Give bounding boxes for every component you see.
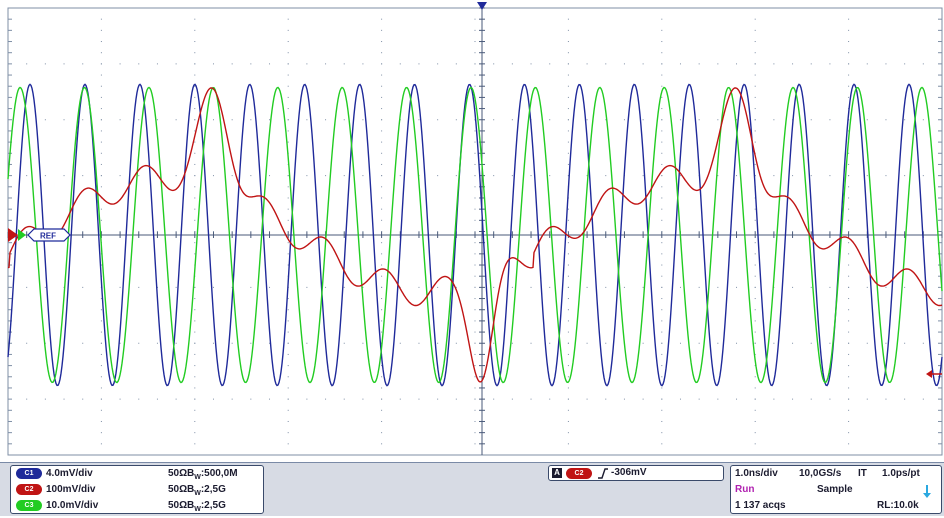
ch2-ground-marker[interactable] bbox=[8, 228, 18, 242]
ch3-ground-marker[interactable] bbox=[18, 229, 26, 241]
channel-settings-panel[interactable]: C1 4.0mV/div 50Ω BW:500,0M C2 100mV/div … bbox=[10, 465, 264, 514]
channel-row-c2[interactable]: C2 100mV/div 50Ω BW:2,5G bbox=[11, 482, 263, 498]
ch3-trace bbox=[7, 86, 943, 384]
acquisition-mode: Sample bbox=[817, 484, 853, 495]
point-resolution: 1.0ps/pt bbox=[882, 468, 920, 479]
c1-bandwidth: BW:500,0M bbox=[187, 468, 238, 481]
c3-scale: 10.0mV/div bbox=[46, 500, 99, 511]
c1-scale: 4.0mV/div bbox=[46, 468, 93, 479]
ref-label: REF bbox=[40, 232, 56, 241]
markers: REF bbox=[8, 2, 942, 378]
c2-badge[interactable]: C2 bbox=[16, 484, 42, 495]
trigger-level: -306mV bbox=[611, 467, 647, 478]
trigger-source-badge: C2 bbox=[566, 468, 592, 479]
rising-edge-icon bbox=[598, 468, 608, 479]
trigger-mode-icon: A bbox=[552, 468, 562, 478]
trigger-level-marker[interactable] bbox=[926, 370, 942, 378]
c1-badge[interactable]: C1 bbox=[16, 468, 42, 479]
c2-bandwidth: BW:2,5G bbox=[187, 484, 226, 497]
trigger-position-marker[interactable] bbox=[477, 2, 487, 10]
acquisition-count: 1 137 acqs bbox=[735, 500, 786, 511]
c2-impedance: 50Ω bbox=[168, 484, 188, 495]
ref-marker[interactable]: REF bbox=[27, 228, 71, 242]
record-length: RL:10.0k bbox=[877, 500, 919, 511]
grid-lines bbox=[7, 7, 943, 456]
acq-mode-it: IT bbox=[858, 468, 867, 479]
c3-bandwidth: BW:2,5G bbox=[187, 500, 226, 513]
time-per-div: 1.0ns/div bbox=[735, 468, 778, 479]
sample-rate: 10,0GS/s bbox=[799, 468, 842, 479]
trigger-settings-panel[interactable]: A C2 -306mV bbox=[548, 465, 724, 481]
c3-badge[interactable]: C3 bbox=[16, 500, 42, 511]
horizontal-settings-panel[interactable]: 1.0ns/div 10,0GS/s IT 1.0ps/pt Run Sampl… bbox=[730, 465, 942, 514]
channel-row-c1[interactable]: C1 4.0mV/div 50Ω BW:500,0M bbox=[11, 466, 263, 482]
c3-impedance: 50Ω bbox=[168, 500, 188, 511]
traces bbox=[7, 83, 943, 387]
trigger-indicator-icon bbox=[923, 485, 931, 498]
c1-impedance: 50Ω bbox=[168, 468, 188, 479]
ch1-trace bbox=[7, 83, 943, 387]
graticule: REF bbox=[7, 2, 943, 456]
channel-row-c3[interactable]: C3 10.0mV/div 50Ω BW:2,5G bbox=[11, 498, 263, 514]
ch2-trace bbox=[7, 87, 943, 383]
run-state[interactable]: Run bbox=[735, 484, 755, 495]
waveform-display[interactable]: REF bbox=[0, 0, 944, 462]
c2-scale: 100mV/div bbox=[46, 484, 96, 495]
readout-bar: C1 4.0mV/div 50Ω BW:500,0M C2 100mV/div … bbox=[0, 462, 944, 516]
